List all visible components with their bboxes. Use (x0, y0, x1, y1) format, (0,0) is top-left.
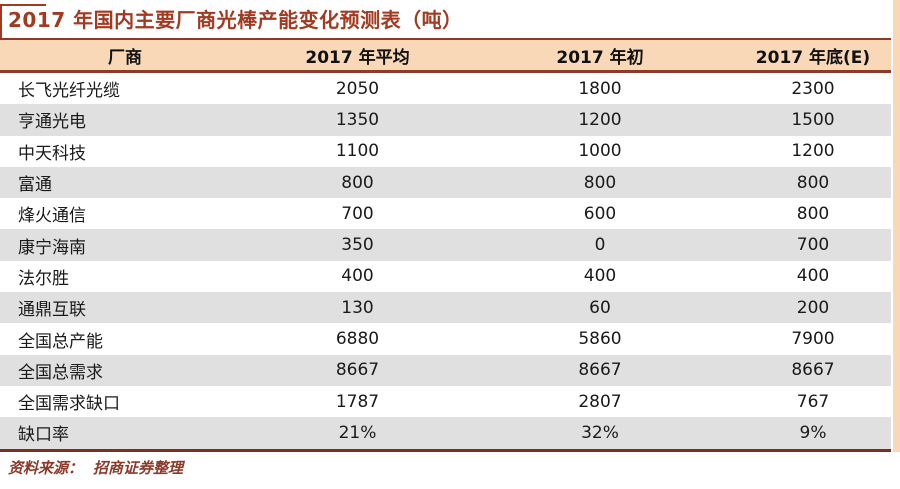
value-cell: 400 (341, 266, 374, 287)
value-cell: 32% (465, 417, 735, 451)
vendor-cell: 全国总产能 (18, 331, 103, 352)
value-cell: 350 (250, 229, 465, 261)
value-cell: 400 (796, 266, 830, 287)
col-header-vendor: 厂商 (0, 38, 250, 73)
vendor-cell: 烽火通信 (18, 206, 86, 227)
value-cell: 8667 (250, 354, 465, 386)
value-cell: 2050 (335, 78, 380, 99)
value-cell: 1200 (791, 141, 835, 162)
value-cell: 8667 (735, 354, 891, 386)
source-label: 资料来源： (8, 459, 84, 477)
value-cell: 1500 (735, 104, 891, 136)
col-header-2017-average: 2017 年平均 (250, 38, 465, 73)
value-cell: 767 (796, 391, 830, 412)
vendor-cell: 富通 (0, 166, 250, 199)
vendor-cell: 通鼎互联 (0, 292, 250, 324)
value-cell: 1200 (465, 104, 735, 136)
vendor-cell: 全国需求缺口 (18, 394, 120, 415)
table-row: 全国总产能 6880 5860 7900 (0, 323, 891, 354)
value-cell: 200 (735, 292, 891, 324)
table-row: 烽火通信 700 600 800 (0, 198, 891, 229)
value-cell: 9% (735, 417, 891, 451)
vendor-cell: 法尔胜 (18, 268, 69, 289)
frame-right-strip (893, 0, 900, 452)
value-cell: 1100 (335, 141, 380, 162)
value-cell: 6880 (335, 329, 380, 350)
value-cell: 1000 (578, 141, 622, 162)
table-row: 康宁海南 350 0 700 (0, 229, 891, 261)
frame-top-accent-line (0, 4, 46, 6)
value-cell: 800 (735, 166, 891, 199)
vendor-cell: 缺口率 (0, 417, 250, 451)
table-row: 亨通光电 1350 1200 1500 (0, 104, 891, 136)
value-cell: 400 (583, 266, 617, 287)
value-cell: 2807 (578, 391, 622, 412)
col-header-2017-start: 2017 年初 (465, 38, 735, 73)
value-cell: 1800 (578, 78, 622, 99)
value-cell: 600 (583, 203, 617, 224)
vendor-cell: 亨通光电 (0, 104, 250, 136)
table-row: 全国总需求 8667 8667 8667 (0, 354, 891, 386)
col-header-2017-end-estimate: 2017 年底(E) (735, 38, 891, 73)
table-row: 通鼎互联 130 60 200 (0, 292, 891, 324)
header-row: 厂商 2017 年平均 2017 年初 2017 年底(E) (0, 38, 891, 73)
value-cell: 0 (465, 229, 735, 261)
vendor-cell: 康宁海南 (0, 229, 250, 261)
source-name: 招商证券整理 (93, 459, 184, 477)
table-row: 富通 800 800 800 (0, 166, 891, 199)
value-cell: 800 (796, 203, 830, 224)
source-note: 资料来源： 招商证券整理 (8, 457, 183, 478)
table-row: 法尔胜 400 400 400 (0, 261, 891, 292)
value-cell: 700 (735, 229, 891, 261)
value-cell: 2300 (791, 78, 835, 99)
value-cell: 8667 (465, 354, 735, 386)
value-cell: 21% (250, 417, 465, 451)
table-title: 2017 年国内主要厂商光棒产能变化预测表（吨） (8, 8, 463, 32)
frame-left-accent-line (0, 4, 2, 70)
table-row: 中天科技 1100 1000 1200 (0, 136, 891, 167)
vendor-cell: 全国总需求 (0, 354, 250, 386)
table-row: 全国需求缺口 1787 2807 767 (0, 386, 891, 417)
value-cell: 7900 (791, 329, 835, 350)
table-row: 长飞光纤光缆 2050 1800 2300 (0, 72, 891, 105)
value-cell: 700 (341, 203, 374, 224)
value-cell: 1350 (250, 104, 465, 136)
value-cell: 5860 (578, 329, 622, 350)
value-cell: 1787 (335, 391, 380, 412)
vendor-cell: 长飞光纤光缆 (18, 81, 120, 102)
value-cell: 800 (250, 166, 465, 199)
table-row: 缺口率 21% 32% 9% (0, 417, 891, 451)
value-cell: 800 (465, 166, 735, 199)
value-cell: 130 (250, 292, 465, 324)
capacity-forecast-table: 厂商 2017 年平均 2017 年初 2017 年底(E) 长飞光纤光缆 20… (0, 38, 891, 452)
vendor-cell: 中天科技 (18, 143, 86, 164)
value-cell: 60 (465, 292, 735, 324)
